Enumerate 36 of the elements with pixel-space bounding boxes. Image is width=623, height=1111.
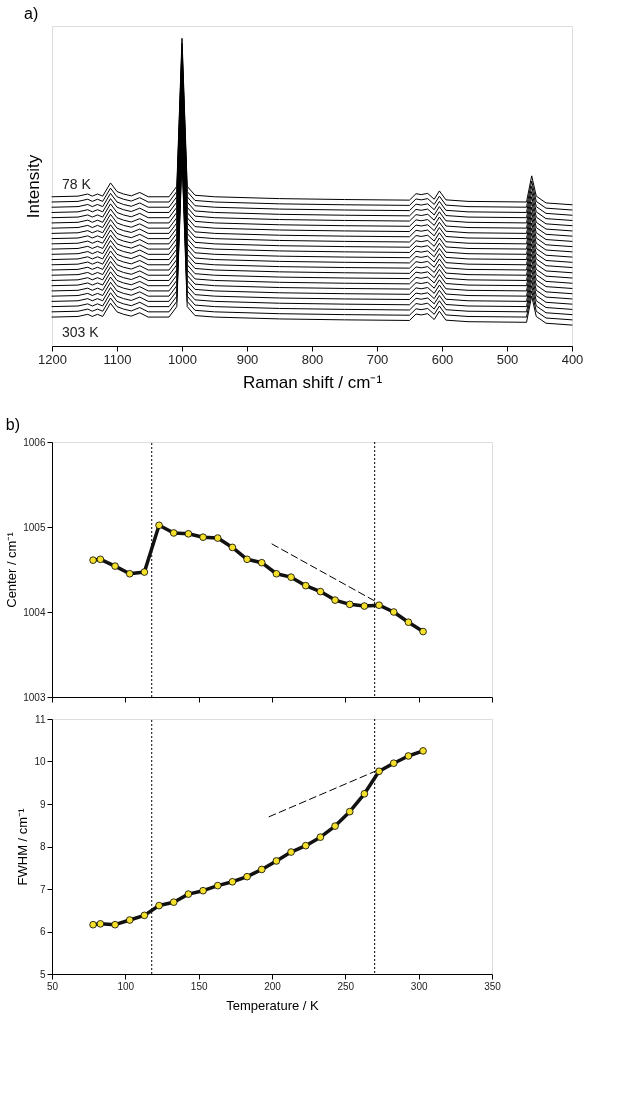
y-axis-title: FWHM / cm⁻¹ [15,807,31,886]
x-tick-label: 50 [46,980,59,992]
x-tick-label: 300 [410,980,428,992]
y-tick-label: 5 [39,968,46,980]
chart-title: b) [5,416,20,433]
y-tick-label: 1003 [23,691,46,703]
y-axis-title: Intensity [23,154,43,219]
y-tick-label: 1004 [23,606,46,618]
series-label: 78 K [62,175,92,192]
x-tick-label: 100 [117,980,135,992]
x-axis-title: Raman shift / cm⁻¹ [242,372,383,392]
x-tick-label: 400 [561,351,584,367]
y-tick-label: 8 [39,841,46,852]
x-tick-label: 200 [264,980,282,992]
x-tick-label: 600 [431,351,454,367]
x-tick-label: 1200 [38,351,67,367]
chart-title: a) [24,5,39,22]
x-tick-label: 1100 [103,351,132,367]
x-tick-label: 150 [190,980,208,992]
x-tick-label: 800 [301,351,324,367]
y-tick-label: 6 [39,926,46,937]
y-axis-title: Center / cm⁻¹ [4,531,20,608]
x-tick-label: 900 [236,351,259,367]
y-tick-label: 10 [34,756,46,767]
x-tick-label: 700 [366,351,389,367]
y-tick-label: 11 [35,713,46,725]
series-label: 303 K [62,324,100,341]
y-tick-label: 9 [39,798,46,810]
x-tick-label: 1000 [168,351,197,367]
x-tick-label: 250 [337,980,355,992]
x-axis-title: Temperature / K [226,997,320,1013]
y-tick-label: 7 [39,883,46,895]
y-tick-label: 1005 [23,521,46,533]
y-tick-label: 1006 [23,436,46,448]
x-tick-label: 500 [496,351,519,367]
x-tick-label: 350 [484,980,502,992]
